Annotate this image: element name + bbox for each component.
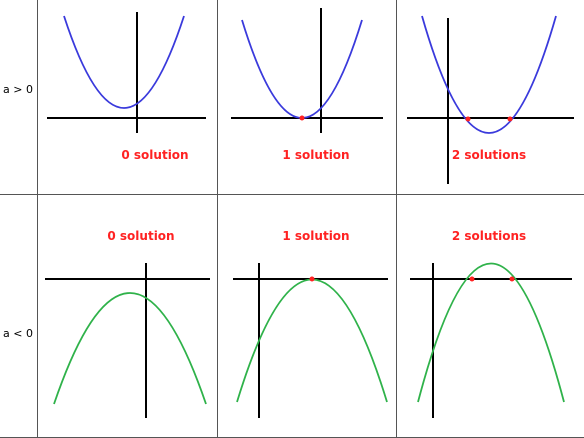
root-marker-left bbox=[469, 276, 475, 282]
cell-a-negative-1-solution: 1 solution bbox=[233, 229, 388, 418]
solution-caption: 2 solutions bbox=[452, 229, 526, 243]
solution-caption: 2 solutions bbox=[452, 148, 526, 162]
root-marker bbox=[299, 115, 305, 121]
solution-caption: 1 solution bbox=[282, 229, 349, 243]
root-marker-right bbox=[509, 276, 515, 282]
root-marker-left bbox=[465, 116, 471, 122]
solution-caption: 0 solution bbox=[121, 148, 188, 162]
solution-caption: 1 solution bbox=[282, 148, 349, 162]
root-marker bbox=[309, 276, 315, 282]
upward-parabola bbox=[241, 19, 363, 119]
upward-parabola bbox=[63, 15, 185, 109]
row-label-a-negative: a < 0 bbox=[3, 327, 33, 340]
downward-parabola bbox=[53, 292, 207, 405]
root-marker-right bbox=[507, 116, 513, 122]
solution-caption: 0 solution bbox=[107, 229, 174, 243]
cell-a-negative-2-solutions: 2 solutions bbox=[410, 229, 572, 418]
row-label-a-positive: a > 0 bbox=[3, 83, 33, 96]
downward-parabola bbox=[417, 262, 565, 403]
upward-parabola bbox=[421, 15, 557, 134]
cell-a-positive-2-solutions: 2 solutions bbox=[407, 15, 574, 184]
cell-a-positive-0-solutions: 0 solution bbox=[47, 12, 206, 162]
cell-a-negative-0-solutions: 0 solution bbox=[45, 229, 210, 418]
cell-a-positive-1-solution: 1 solution bbox=[231, 8, 383, 162]
